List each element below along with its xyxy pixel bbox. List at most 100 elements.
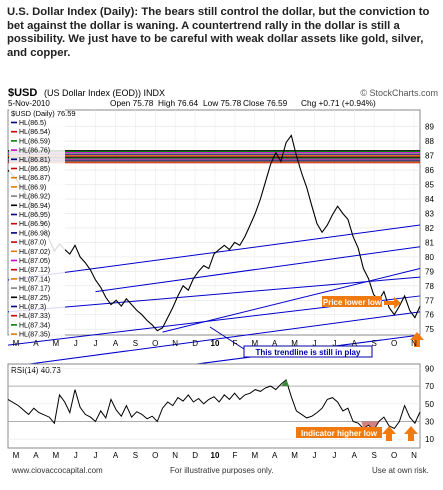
rsi-x-tick-label: A [272,451,278,460]
price-x-tick-label: N [411,339,417,348]
legend-entry: HL(86.94) [19,203,50,210]
rsi-y-tick-label: 70 [425,382,434,391]
legend-entry: HL(86.9) [19,184,46,191]
annotation-trendline-box [243,345,373,358]
legend-background [9,108,65,337]
price-y-tick-label: 81 [425,238,434,247]
rsi-x-tick-label: N [172,451,178,460]
rsi-x-tick-label: O [391,451,397,460]
price-y-tick-label: 86 [425,166,434,175]
rsi-y-tick-label: 10 [425,435,434,444]
legend-entry: HL(87.17) [19,286,50,293]
arrow-up-icon [382,426,396,441]
rsi-x-tick-label: M [291,451,298,460]
rsi-x-tick-label: J [94,451,98,460]
legend-entry: HL(87.33) [19,313,50,320]
legend-entry: HL(87.35) [19,332,50,339]
arrow-right-icon [384,297,401,309]
rsi-x-tick-label: A [33,451,39,460]
trendline [7,276,421,313]
rsi-x-tick-label: M [13,451,20,460]
price-x-tick-label: M [52,339,59,348]
legend-entry: HL(86.54) [19,129,50,136]
rsi-label: RSI(14) 40.73 [11,366,61,375]
rsi-x-tick-label: F [232,451,237,460]
legend-entry: HL(86.81) [19,157,50,164]
rsi-x-tick-label: J [313,451,317,460]
price-x-tick-label: J [313,339,317,348]
legend-entry: HL(86.96) [19,221,50,228]
legend-entry: HL(87.05) [19,258,50,265]
price-x-tick-label: D [192,339,198,348]
rsi-x-tick-label: S [133,451,138,460]
arrow-up-icon [410,332,424,347]
price-y-tick-label: 78 [425,282,434,291]
legend-entry: HL(87.34) [19,322,50,329]
price-x-tick-label: J [332,339,336,348]
price-x-tick-label: N [172,339,178,348]
legend-entry: HL(86.59) [19,138,50,145]
legend-entry: HL(87.25) [19,295,50,302]
legend-entry: HL(87.12) [19,267,50,274]
rsi-x-tick-label: N [411,451,417,460]
legend-entry: HL(87.0) [19,240,46,247]
annotation-higher-low-box [296,427,382,438]
price-x-tick-label: O [391,339,397,348]
chart-date: 5-Nov-2010 [8,99,50,108]
rsi-y-tick-label: 90 [425,364,434,373]
legend-entry: HL(87.14) [19,276,50,283]
rsi-x-tick-label: S [372,451,377,460]
indicator-label: $USD (Daily) 76.59 [11,109,76,118]
price-y-tick-label: 88 [425,137,434,146]
price-x-tick-label: M [251,339,258,348]
legend-entry: HL(86.95) [19,212,50,219]
price-y-tick-label: 77 [425,296,434,305]
price-series-line [7,134,421,332]
rsi-x-tick-label: J [74,451,78,460]
legend-entry: HL(86.76) [19,148,50,155]
price-y-tick-label: 79 [425,267,434,276]
price-x-tick-label: A [113,339,119,348]
rsi-x-tick-label: A [352,451,358,460]
arrow-up-icon [404,426,418,441]
annotation-pointer-line [209,326,245,350]
annotation-trendline: This trendline is still in play [256,348,361,357]
quote-high: High 76.64 [158,98,199,108]
rsi-series-line [7,379,421,432]
rsi-x-tick-label: 10 [211,451,220,460]
rsi-x-tick-label: D [192,451,198,460]
footer-disclaimer: For illustrative purposes only. [170,466,274,475]
chart-symbol: $USD [8,87,37,99]
rsi-overbought-fill [280,379,290,387]
legend-entry: HL(86.85) [19,166,50,173]
chart-watermark: © StockCharts.com [360,88,438,98]
trendline [162,267,421,333]
rsi-x-tick-label: M [251,451,258,460]
price-y-tick-label: 80 [425,253,434,262]
footer-use: Use at own risk. [372,466,429,475]
rsi-y-tick-label: 50 [425,400,434,409]
rsi-x-tick-label: M [52,451,59,460]
price-x-tick-label: S [372,339,377,348]
annotation-higher-low: Indicator higher low [301,429,378,438]
price-x-tick-label: A [352,339,358,348]
price-x-tick-label: S [133,339,138,348]
price-y-tick-label: 85 [425,181,434,190]
rsi-y-tick-label: 30 [425,417,434,426]
price-x-tick-label: M [291,339,298,348]
price-x-tick-label: O [152,339,158,348]
price-y-tick-label: 82 [425,224,434,233]
quote-close: Close 76.59 [243,98,288,108]
price-x-tick-label: A [272,339,278,348]
price-x-tick-label: A [33,339,39,348]
quote-chg: Chg +0.71 (+0.94%) [301,98,376,108]
footer-website[interactable]: www.ciovaccocapital.com [12,466,103,475]
price-x-tick-label: J [94,339,98,348]
price-y-tick-label: 83 [425,209,434,218]
legend-entry: HL(86.98) [19,230,50,237]
quote-open: Open 75.78 [110,98,154,108]
chart-title: (US Dollar Index (EOD)) INDX [44,88,165,98]
price-y-tick-label: 75 [425,325,434,334]
price-y-tick-label: 87 [425,152,434,161]
